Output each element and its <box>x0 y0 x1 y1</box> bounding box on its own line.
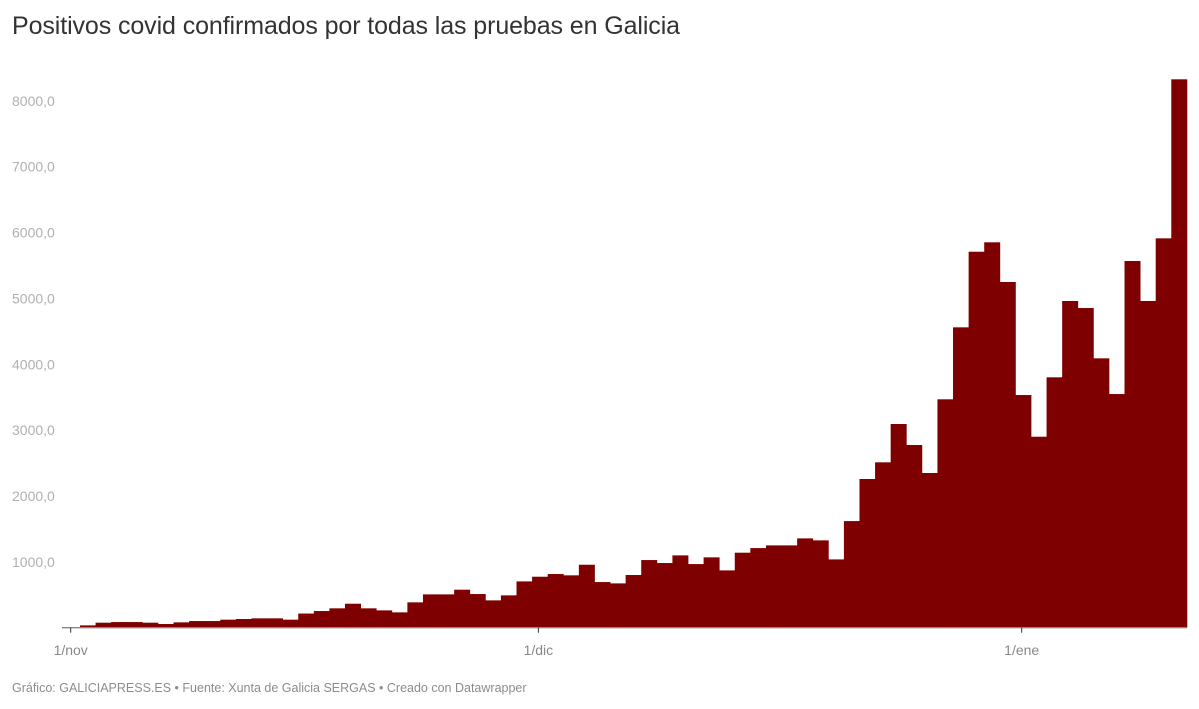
bar-8-ene <box>1124 261 1141 628</box>
bar-6-ene <box>1093 358 1110 628</box>
bar-9-nov <box>189 621 206 628</box>
bar-23-nov <box>407 602 424 628</box>
bar-8-nov <box>173 622 190 628</box>
bar-29-dic <box>968 251 985 628</box>
bar-22-dic <box>859 478 876 628</box>
bar-28-nov <box>485 600 502 628</box>
bar-5-dic <box>594 582 611 628</box>
bar-30-dic <box>984 242 1001 628</box>
bar-30-nov <box>516 581 533 628</box>
bar-11-dic <box>688 564 704 628</box>
bar-19-dic <box>812 540 829 628</box>
bar-1-dic <box>532 576 549 628</box>
bar-5-nov <box>126 622 143 628</box>
bar-14-nov <box>267 618 284 628</box>
bar-27-nov <box>469 594 486 628</box>
bar-29-nov <box>500 595 517 628</box>
bar-9-dic <box>656 563 673 628</box>
chart-footer-source: Gráfico: GALICIAPRESS.ES • Fuente: Xunta… <box>12 681 527 695</box>
bar-22-nov <box>391 612 408 628</box>
bar-3-ene <box>1046 377 1063 628</box>
bar-10-ene <box>1155 238 1172 628</box>
bar-23-dic <box>875 462 892 628</box>
y-tick-label: 2000,0 <box>12 488 55 504</box>
chart-title: Positivos covid confirmados por todas la… <box>12 12 680 40</box>
bar-21-dic <box>843 521 860 628</box>
bars <box>64 79 1188 628</box>
bar-3-dic <box>563 575 580 628</box>
bar-31-dic <box>999 282 1016 628</box>
bar-25-nov <box>438 594 455 628</box>
bar-4-ene <box>1062 300 1079 628</box>
bar-12-dic <box>703 557 720 628</box>
bar-9-ene <box>1140 300 1157 628</box>
bar-13-dic <box>719 570 736 628</box>
bar-8-dic <box>641 560 658 628</box>
bar-15-dic <box>750 548 767 628</box>
y-tick-label: 3000,0 <box>12 422 55 438</box>
bar-10-dic <box>672 555 689 628</box>
bar-26-dic <box>921 473 938 628</box>
y-tick-label: 8000,0 <box>12 93 55 109</box>
y-tick-label: 1000,0 <box>12 554 55 570</box>
bar-1-ene <box>1015 395 1032 628</box>
bar-13-nov <box>251 618 268 628</box>
bar-3-nov <box>95 622 112 628</box>
bar-10-nov <box>204 621 221 628</box>
bar-2-nov <box>79 625 96 628</box>
bar-2-dic <box>547 574 564 628</box>
y-axis-labels: 1000,0 2000,0 3000,0 4000,0 5000,0 6000,0 7000… <box>12 93 55 570</box>
bar-14-dic <box>734 552 751 628</box>
y-tick-label: 6000,0 <box>12 225 55 241</box>
x-axis-ticks: 1/nov 1/dic 1/ene <box>54 627 1039 658</box>
bar-20-nov <box>360 608 377 628</box>
bar-6-nov <box>142 622 159 628</box>
bar-6-dic <box>610 583 627 628</box>
bar-11-nov <box>220 619 237 628</box>
bar-17-dic <box>781 545 798 628</box>
bar-17-nov <box>313 611 330 628</box>
bar-16-dic <box>765 545 782 628</box>
bar-26-nov <box>454 589 471 628</box>
bar-4-dic <box>578 564 595 628</box>
bar-28-dic <box>953 327 970 628</box>
bar-27-dic <box>937 399 954 628</box>
bar-12-nov <box>235 619 252 628</box>
bar-5-ene <box>1077 308 1094 628</box>
bar-7-nov <box>157 624 174 628</box>
bar-19-nov <box>345 603 362 628</box>
bar-20-dic <box>828 559 845 628</box>
bar-16-nov <box>298 613 315 628</box>
y-tick-label: 5000,0 <box>12 290 55 306</box>
bar-11-ene <box>1171 79 1188 628</box>
bar-21-nov <box>376 610 393 628</box>
x-tick-label: 1/nov <box>54 642 88 658</box>
bar-7-dic <box>625 575 642 628</box>
y-tick-label: 7000,0 <box>12 159 55 175</box>
x-tick-label: 1/dic <box>524 642 554 658</box>
bar-25-dic <box>906 445 923 628</box>
bar-18-nov <box>329 608 346 628</box>
bar-15-nov <box>282 619 299 628</box>
bar-18-dic <box>797 538 814 628</box>
bar-4-nov <box>111 622 128 628</box>
bar-24-dic <box>890 424 907 628</box>
bar-7-ene <box>1108 394 1125 628</box>
y-tick-label: 4000,0 <box>12 356 55 372</box>
bar-2-ene <box>1030 436 1047 628</box>
x-tick-label: 1/ene <box>1004 642 1039 658</box>
bar-24-nov <box>422 594 439 628</box>
